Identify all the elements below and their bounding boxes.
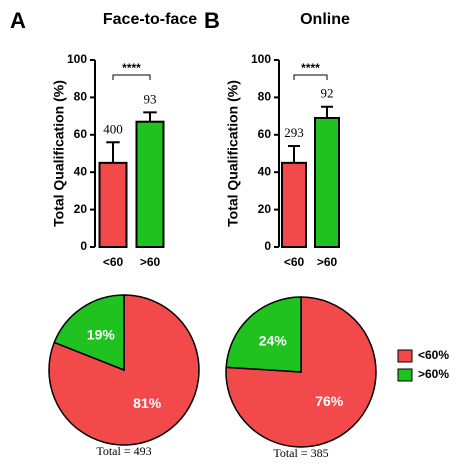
slice-label: 24% [259,333,288,349]
legend-swatch [397,368,413,382]
bar [98,161,128,249]
slice-label: 81% [133,395,162,411]
y-tick-label: 0 [264,239,271,253]
slice-label: 19% [87,327,116,343]
y-axis-label: Total Qualification (%) [51,80,67,227]
x-tick-label: <60 [103,255,124,269]
chart-title: Online [300,11,350,28]
pie-slice [225,296,377,448]
y-tick-label: 60 [74,127,88,141]
y-tick-label: 0 [80,239,87,253]
significance-label: **** [122,61,141,75]
pie-slice [53,294,125,372]
panel-letter: A [10,8,26,33]
significance-label: **** [301,61,320,75]
chart-title: Face-to-face [103,11,197,28]
bar [135,120,165,248]
total-label: Total = 493 [96,444,151,458]
y-axis-label: Total Qualification (%) [225,80,241,227]
legend-swatch [397,349,413,363]
bar [314,116,340,248]
y-tick-label: 80 [258,90,272,104]
bar-annotation: 293 [284,125,304,140]
panel-letter: B [204,8,220,33]
legend-label: <60% [418,348,449,362]
significance-bracket [293,74,328,80]
x-tick-label: <60 [284,255,305,269]
y-tick-label: 20 [258,202,272,216]
bar [281,161,307,249]
total-label: Total = 385 [273,446,328,460]
x-tick-label: >60 [140,255,161,269]
y-tick-label: 60 [258,127,272,141]
y-tick-label: 100 [67,52,87,66]
legend-label: >60% [418,367,449,381]
y-tick-label: 40 [258,164,272,178]
significance-bracket [112,74,151,80]
y-tick-label: 80 [74,90,88,104]
slice-label: 76% [315,393,344,409]
bar-annotation: 400 [103,121,123,136]
y-tick-label: 20 [74,202,88,216]
y-tick-label: 100 [251,52,271,66]
y-tick-label: 40 [74,164,88,178]
x-tick-label: >60 [317,255,338,269]
bar-annotation: 92 [321,86,334,101]
pie-slice [225,296,302,373]
pie-slice [48,294,200,446]
bar-annotation: 93 [144,91,157,106]
